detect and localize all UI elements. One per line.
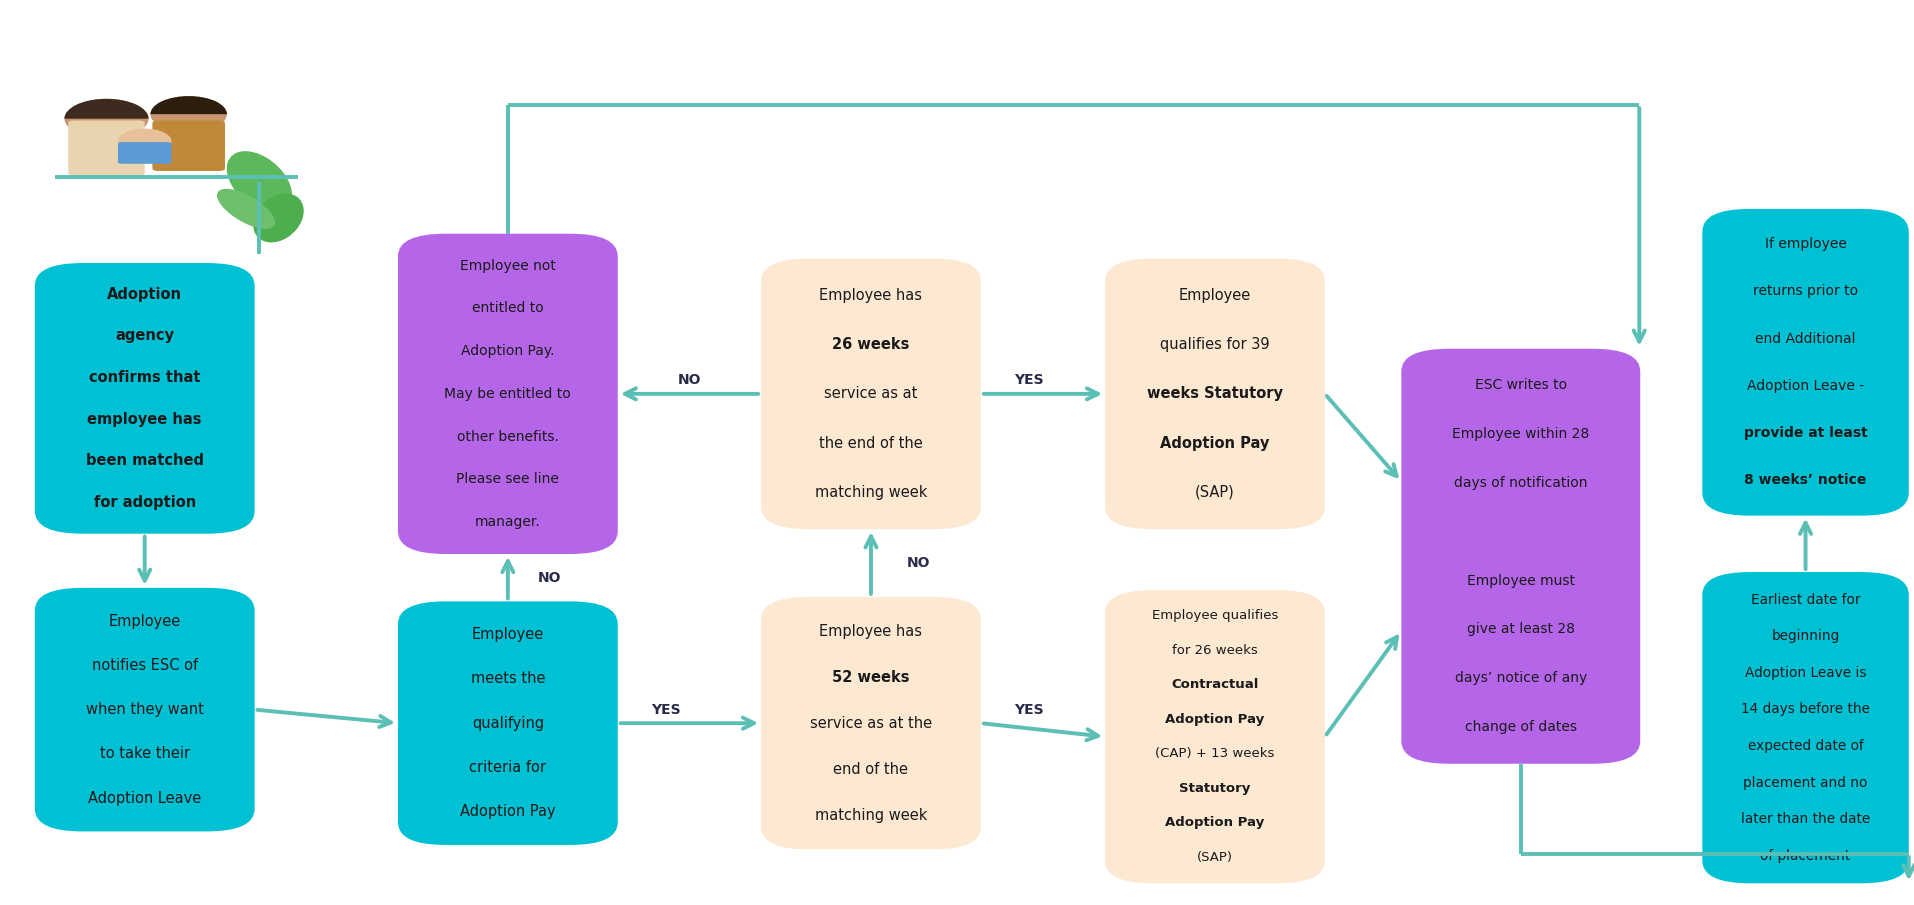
FancyBboxPatch shape — [760, 597, 980, 850]
Text: 8 weeks’ notice: 8 weeks’ notice — [1744, 473, 1866, 487]
Text: meets the: meets the — [471, 672, 545, 686]
Text: change of dates: change of dates — [1464, 720, 1575, 734]
Text: Employee: Employee — [471, 627, 544, 642]
Text: If employee: If employee — [1763, 237, 1845, 252]
Ellipse shape — [216, 189, 276, 229]
Text: Employee qualifies: Employee qualifies — [1150, 609, 1277, 623]
FancyBboxPatch shape — [153, 120, 224, 171]
Text: Employee has: Employee has — [819, 288, 923, 303]
Text: end Additional: end Additional — [1755, 331, 1855, 346]
Text: Adoption Pay.: Adoption Pay. — [461, 344, 555, 358]
Text: agency: agency — [115, 329, 174, 343]
Text: when they want: when they want — [86, 702, 203, 717]
Text: Adoption: Adoption — [107, 287, 182, 301]
Text: confirms that: confirms that — [88, 370, 201, 385]
Text: matching week: matching week — [813, 485, 926, 500]
Text: Adoption Pay: Adoption Pay — [1160, 435, 1269, 451]
Text: Employee: Employee — [1179, 288, 1250, 303]
Text: matching week: matching week — [813, 807, 926, 823]
Text: later than the date: later than the date — [1740, 812, 1870, 826]
FancyBboxPatch shape — [1104, 590, 1324, 883]
Text: Earliest date for: Earliest date for — [1749, 593, 1858, 606]
Wedge shape — [151, 96, 226, 114]
FancyBboxPatch shape — [69, 120, 145, 176]
Text: YES: YES — [1013, 374, 1043, 387]
FancyBboxPatch shape — [34, 588, 255, 832]
Text: for adoption: for adoption — [94, 495, 195, 510]
Text: for 26 weeks: for 26 weeks — [1171, 644, 1257, 657]
Text: Employee within 28: Employee within 28 — [1451, 427, 1589, 442]
Text: qualifying: qualifying — [471, 716, 544, 730]
FancyBboxPatch shape — [119, 142, 172, 164]
Text: YES: YES — [651, 702, 679, 717]
Text: Adoption Pay: Adoption Pay — [1166, 816, 1263, 830]
Text: Contractual: Contractual — [1171, 679, 1257, 691]
Text: weeks Statutory: weeks Statutory — [1146, 386, 1282, 401]
Text: entitled to: entitled to — [471, 301, 544, 316]
Text: 26 weeks: 26 weeks — [833, 338, 909, 352]
Text: returns prior to: returns prior to — [1751, 284, 1857, 299]
Text: employee has: employee has — [88, 412, 201, 426]
Text: NO: NO — [538, 571, 561, 585]
Text: give at least 28: give at least 28 — [1466, 623, 1573, 636]
Text: been matched: been matched — [86, 453, 203, 468]
Circle shape — [151, 96, 226, 132]
Text: Adoption Leave: Adoption Leave — [88, 791, 201, 805]
FancyBboxPatch shape — [760, 259, 980, 529]
Text: May be entitled to: May be entitled to — [444, 386, 570, 401]
Circle shape — [119, 129, 172, 154]
FancyBboxPatch shape — [34, 263, 255, 534]
Text: Adoption Pay: Adoption Pay — [1166, 713, 1263, 726]
Text: criteria for: criteria for — [469, 760, 545, 775]
Text: Employee must: Employee must — [1466, 574, 1573, 587]
FancyBboxPatch shape — [398, 233, 618, 554]
Text: days’ notice of any: days’ notice of any — [1455, 672, 1587, 685]
Wedge shape — [65, 99, 149, 119]
Text: manager.: manager. — [475, 515, 540, 529]
Text: other benefits.: other benefits. — [457, 430, 559, 443]
FancyBboxPatch shape — [1104, 259, 1324, 529]
Ellipse shape — [226, 151, 293, 213]
Text: (CAP) + 13 weeks: (CAP) + 13 weeks — [1154, 748, 1275, 760]
Text: Employee has: Employee has — [819, 624, 923, 639]
Text: 52 weeks: 52 weeks — [833, 670, 909, 685]
Text: end of the: end of the — [833, 762, 907, 776]
Text: NO: NO — [907, 556, 930, 570]
Text: NO: NO — [678, 374, 701, 387]
Text: Adoption Leave is: Adoption Leave is — [1744, 666, 1866, 680]
Text: service as at the: service as at the — [810, 716, 932, 730]
FancyBboxPatch shape — [398, 601, 618, 845]
Ellipse shape — [253, 194, 304, 243]
Text: ESC writes to: ESC writes to — [1474, 378, 1566, 393]
Text: Employee: Employee — [109, 614, 180, 629]
Text: YES: YES — [1013, 702, 1043, 717]
Text: provide at least: provide at least — [1744, 426, 1866, 440]
Text: Statutory: Statutory — [1179, 782, 1250, 795]
FancyBboxPatch shape — [1702, 209, 1908, 516]
Text: to take their: to take their — [100, 747, 189, 761]
Text: Adoption Leave -: Adoption Leave - — [1746, 379, 1862, 393]
Text: notifies ESC of: notifies ESC of — [92, 658, 197, 672]
Text: of placement: of placement — [1759, 849, 1849, 862]
Text: qualifies for 39: qualifies for 39 — [1160, 338, 1269, 352]
Circle shape — [65, 99, 149, 138]
Text: placement and no: placement and no — [1742, 776, 1866, 789]
Text: Adoption Pay: Adoption Pay — [459, 805, 555, 819]
Text: 14 days before the: 14 days before the — [1740, 702, 1870, 717]
Text: service as at: service as at — [823, 386, 917, 401]
FancyBboxPatch shape — [1401, 348, 1640, 764]
FancyBboxPatch shape — [1702, 572, 1908, 883]
Text: Please see line: Please see line — [456, 472, 559, 486]
Text: days of notification: days of notification — [1453, 476, 1587, 490]
Text: (SAP): (SAP) — [1194, 485, 1235, 500]
Text: expected date of: expected date of — [1747, 739, 1862, 753]
Text: Employee not: Employee not — [459, 259, 555, 272]
Text: the end of the: the end of the — [819, 435, 923, 451]
Text: (SAP): (SAP) — [1196, 851, 1233, 864]
Text: beginning: beginning — [1770, 629, 1839, 643]
